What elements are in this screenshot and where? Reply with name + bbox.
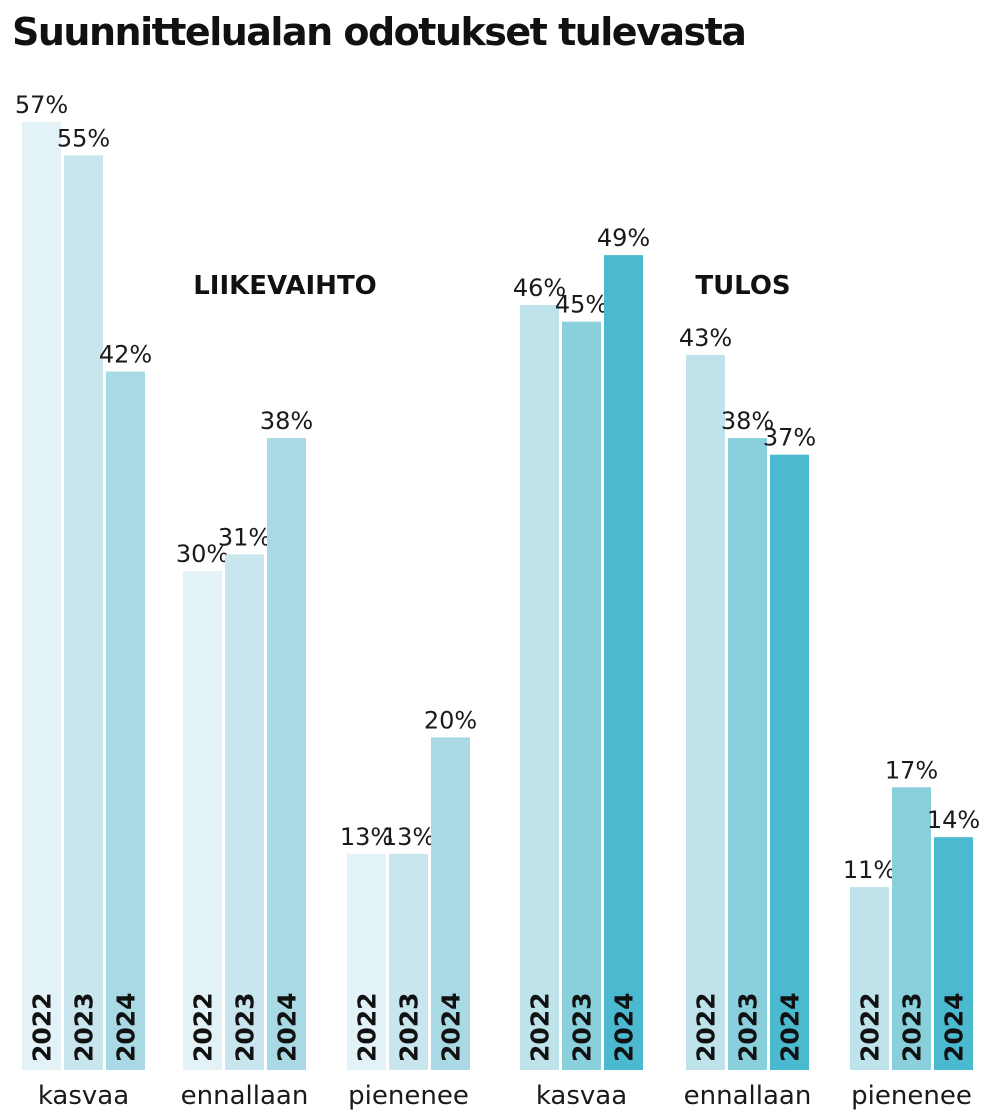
year-label: 2022 xyxy=(856,992,885,1062)
value-label: 38% xyxy=(260,407,313,435)
year-label: 2023 xyxy=(70,992,99,1062)
value-label: 31% xyxy=(218,523,271,551)
bar xyxy=(106,371,145,1070)
category-label: ennallaan xyxy=(684,1081,812,1111)
bar xyxy=(562,321,601,1070)
group-label: LIIKEVAIHTO xyxy=(193,271,377,301)
chart-title: Suunnittelualan odotukset tulevasta xyxy=(12,10,747,54)
value-label: 45% xyxy=(555,291,608,319)
bar xyxy=(22,122,61,1071)
bar xyxy=(347,853,386,1070)
year-label: 2023 xyxy=(231,992,260,1062)
year-label: 2024 xyxy=(940,992,969,1062)
value-label: 42% xyxy=(99,341,152,369)
bar xyxy=(431,737,470,1070)
value-label: 13% xyxy=(382,823,435,851)
value-label: 38% xyxy=(721,407,774,435)
category-label: pienenee xyxy=(851,1081,972,1111)
year-label: 2024 xyxy=(112,992,141,1062)
value-label: 49% xyxy=(597,224,650,252)
bar xyxy=(64,155,103,1071)
year-label: 2024 xyxy=(437,992,466,1062)
category-label: ennallaan xyxy=(181,1081,309,1111)
bar xyxy=(892,787,931,1070)
bar xyxy=(183,571,222,1070)
year-label: 2022 xyxy=(28,992,57,1062)
value-label: 14% xyxy=(927,806,980,834)
year-label: 2022 xyxy=(353,992,382,1062)
year-label: 2022 xyxy=(692,992,721,1062)
bar xyxy=(389,853,428,1070)
value-label: 20% xyxy=(424,706,477,734)
value-label: 57% xyxy=(15,91,68,119)
year-label: 2022 xyxy=(526,992,555,1062)
value-label: 13% xyxy=(340,823,393,851)
bar xyxy=(686,354,725,1070)
value-label: 55% xyxy=(57,124,110,152)
bar xyxy=(770,454,809,1070)
value-label: 17% xyxy=(885,756,938,784)
value-label: 37% xyxy=(763,424,816,452)
year-label: 2022 xyxy=(189,992,218,1062)
year-label: 2024 xyxy=(610,992,639,1062)
bar xyxy=(604,255,643,1070)
year-label: 2023 xyxy=(734,992,763,1062)
year-label: 2023 xyxy=(568,992,597,1062)
bar xyxy=(934,837,973,1070)
value-label: 30% xyxy=(176,540,229,568)
year-label: 2023 xyxy=(898,992,927,1062)
group-label: TULOS xyxy=(695,271,790,301)
category-label: kasvaa xyxy=(536,1081,627,1111)
value-label: 46% xyxy=(513,274,566,302)
bar xyxy=(728,438,767,1070)
value-label: 43% xyxy=(679,324,732,352)
bar xyxy=(850,887,889,1070)
bar xyxy=(225,554,264,1070)
category-label: kasvaa xyxy=(38,1081,129,1111)
category-label: pienenee xyxy=(348,1081,469,1111)
year-label: 2024 xyxy=(273,992,302,1062)
value-label: 11% xyxy=(843,856,896,884)
year-label: 2024 xyxy=(776,992,805,1062)
bar xyxy=(520,305,559,1070)
year-label: 2023 xyxy=(395,992,424,1062)
bar xyxy=(267,438,306,1070)
